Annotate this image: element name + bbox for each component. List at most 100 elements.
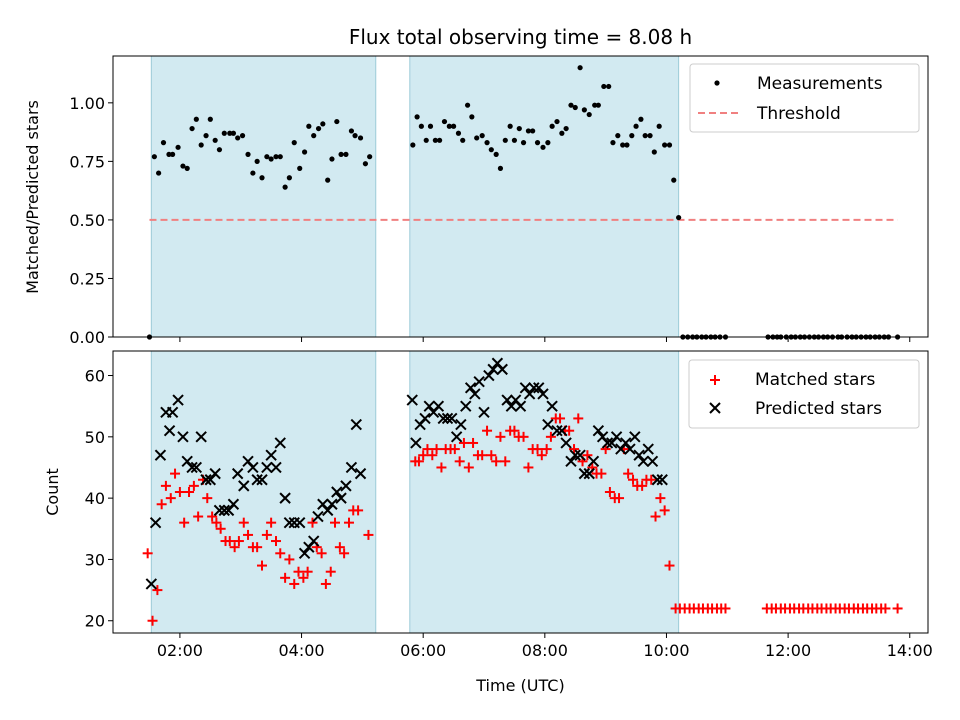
measurements-point bbox=[666, 142, 673, 148]
matched-stars-point bbox=[604, 487, 615, 497]
bottom-panel: 20 30 40 50 60 02:00 04:00 06:00 08:00 10:00 12:0… bbox=[43, 350, 933, 695]
matched-stars-point bbox=[302, 566, 313, 577]
measurements-point bbox=[642, 133, 648, 139]
measurements-point bbox=[493, 151, 499, 157]
measurements-point bbox=[291, 140, 297, 146]
measurements-point bbox=[427, 123, 434, 129]
matched-stars-point bbox=[215, 523, 226, 534]
matched-stars-point bbox=[298, 572, 309, 583]
measurements-point bbox=[259, 175, 265, 181]
measurements-point bbox=[250, 170, 256, 176]
measurements-point bbox=[568, 102, 574, 108]
predicted-stars-point bbox=[528, 382, 540, 394]
matched-stars-point bbox=[266, 517, 277, 528]
x-tick-label: 12:00 bbox=[765, 641, 811, 660]
predicted-stars-point bbox=[523, 388, 536, 400]
matched-stars-point bbox=[353, 505, 364, 516]
predicted-stars-point bbox=[172, 394, 184, 406]
predicted-stars-point bbox=[312, 510, 324, 523]
matched-stars-point bbox=[596, 468, 607, 479]
top-x-ticks bbox=[179, 337, 911, 342]
predicted-stars-point bbox=[298, 547, 311, 560]
matched-stars-point bbox=[152, 585, 163, 596]
predicted-stars-point bbox=[473, 375, 485, 388]
matched-stars-point bbox=[541, 444, 552, 455]
predicted-stars-point bbox=[340, 480, 352, 492]
predicted-stars-point bbox=[537, 388, 549, 400]
measurements-point bbox=[325, 177, 331, 183]
measurements-point bbox=[620, 142, 626, 148]
predicted-stars-point bbox=[592, 424, 605, 437]
measurements-point bbox=[357, 135, 364, 141]
matched-stars-point bbox=[664, 560, 675, 571]
measurements-point bbox=[441, 118, 448, 125]
matched-stars-point bbox=[170, 468, 181, 479]
matched-stars-point bbox=[165, 493, 176, 504]
measurements-point bbox=[170, 151, 176, 157]
measurements-point bbox=[245, 151, 251, 157]
predicted-stars-point bbox=[163, 424, 176, 437]
matched-stars-point bbox=[655, 493, 666, 504]
predicted-stars-point bbox=[450, 431, 463, 443]
measurements-point bbox=[516, 125, 522, 132]
matched-stars-point bbox=[293, 566, 304, 577]
predicted-stars-point bbox=[455, 418, 467, 431]
measurements-point bbox=[511, 137, 518, 143]
y-tick-label: 20 bbox=[85, 612, 105, 631]
matched-stars-point bbox=[233, 536, 244, 547]
predicted-stars-point bbox=[294, 516, 306, 529]
predicted-stars-point bbox=[274, 437, 286, 449]
bottom-data-points bbox=[142, 357, 903, 626]
matched-stars-point bbox=[229, 542, 240, 553]
measurements-point bbox=[633, 123, 639, 129]
measurements-point bbox=[559, 130, 565, 136]
predicted-stars-point bbox=[569, 449, 581, 461]
bottom-legend: Matched stars Predicted stars bbox=[688, 359, 920, 429]
measurements-point bbox=[586, 111, 592, 118]
matched-stars-point bbox=[449, 444, 460, 455]
predicted-stars-point bbox=[410, 437, 422, 449]
predicted-stars-point bbox=[238, 480, 250, 492]
predicted-stars-point bbox=[177, 431, 189, 443]
matched-stars-point bbox=[564, 425, 575, 436]
y-tick-label: 1.00 bbox=[69, 94, 105, 113]
predicted-stars-point bbox=[546, 400, 558, 412]
measurements-point bbox=[264, 154, 270, 160]
predicted-stars-point bbox=[270, 461, 282, 474]
matched-stars-point bbox=[160, 480, 171, 491]
predicted-stars-point bbox=[505, 400, 518, 412]
predicted-stars-point bbox=[423, 400, 435, 412]
measurements-point bbox=[268, 156, 274, 162]
predicted-stars-point bbox=[633, 449, 645, 461]
matched-stars-point bbox=[892, 603, 903, 614]
matched-stars-point bbox=[436, 462, 447, 473]
measurements-point bbox=[175, 144, 181, 150]
measurements-point bbox=[367, 154, 373, 160]
predicted-stars-point bbox=[354, 467, 367, 480]
matched-stars-point bbox=[659, 505, 670, 516]
measurements-point bbox=[362, 161, 369, 167]
matched-stars-point bbox=[188, 480, 199, 491]
predicted-stars-point bbox=[437, 412, 449, 425]
matched-stars-point bbox=[523, 462, 534, 473]
measurements-point bbox=[151, 154, 157, 160]
matched-stars-point bbox=[271, 536, 281, 547]
measurements-point bbox=[545, 140, 551, 146]
measurements-point bbox=[410, 142, 416, 148]
measurements-point bbox=[563, 125, 569, 132]
measurements-point bbox=[352, 133, 358, 139]
measurements-point bbox=[414, 114, 420, 120]
observing-window-shade bbox=[150, 55, 377, 338]
matched-stars-point bbox=[454, 456, 465, 467]
measurements-point bbox=[671, 177, 677, 183]
measurements-point bbox=[581, 107, 587, 113]
legend-predicted-label: Predicted stars bbox=[755, 399, 882, 419]
matched-stars-point bbox=[463, 462, 474, 473]
x-tick-label: 14:00 bbox=[887, 641, 933, 660]
measurements-point bbox=[156, 170, 162, 176]
measurements-point bbox=[540, 144, 546, 150]
measurements-point bbox=[207, 116, 213, 122]
measurements-point bbox=[212, 137, 218, 143]
measurements-point bbox=[432, 137, 438, 143]
